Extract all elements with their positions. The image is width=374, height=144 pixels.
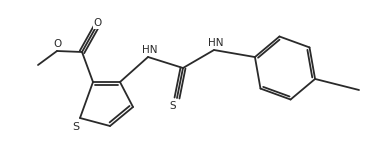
Text: S: S (73, 122, 80, 132)
Text: O: O (53, 39, 61, 49)
Text: HN: HN (142, 45, 158, 55)
Text: S: S (170, 101, 176, 111)
Text: HN: HN (208, 38, 224, 48)
Text: O: O (94, 18, 102, 28)
